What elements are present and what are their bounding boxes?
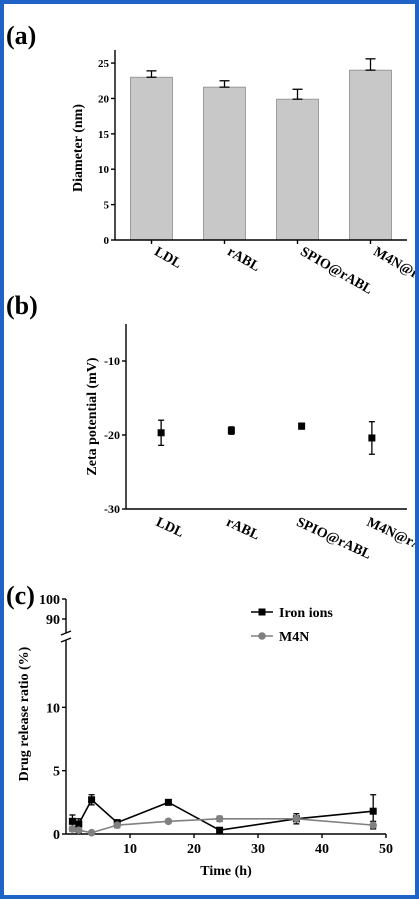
- y-axis-title-c: Drug release ratio (%): [17, 646, 32, 781]
- series-0-point-4: [164, 798, 172, 806]
- series-0-point-5: [216, 826, 224, 834]
- y-tick-label-a-20: 20: [98, 93, 110, 105]
- legend-marker-0: [258, 608, 266, 616]
- panel-b-label: (b): [6, 291, 38, 320]
- x-tick-label-b-M4N@rABL: M4N@rABL: [364, 515, 415, 562]
- x-tick-label-b-LDL: LDL: [153, 515, 185, 541]
- point-M4N@rABL: [368, 434, 376, 442]
- panel-c-label: (c): [6, 581, 35, 610]
- point-SPIO@rABL: [298, 422, 306, 430]
- series-1-point-2: [87, 828, 96, 837]
- y-tick-label-a-10: 10: [98, 164, 110, 176]
- y-tick-label-b--30: -30: [104, 502, 120, 516]
- x-tick-label-a-M4N@rABL: M4N@rABL: [371, 244, 416, 296]
- x-tick-label-c-30: 30: [251, 842, 265, 857]
- axis-break-mark-1: [60, 630, 72, 636]
- y-tick-label-a-0: 0: [104, 235, 110, 247]
- series-0-point-0: [68, 817, 76, 825]
- x-tick-label-c-10: 10: [123, 842, 137, 857]
- y-tick-label-c-5: 5: [53, 765, 60, 780]
- y-tick-label-c-0: 0: [53, 828, 60, 843]
- series-1-point-4: [164, 817, 173, 826]
- x-tick-label-a-rABL: rABL: [225, 244, 263, 274]
- x-tick-label-b-SPIO@rABL: SPIO@rABL: [294, 515, 373, 563]
- series-1-point-7: [369, 821, 378, 829]
- y-tick-label-a-25: 25: [98, 58, 110, 70]
- y-tick-label-c-90: 90: [46, 613, 60, 628]
- y-tick-label-b--20: -20: [104, 428, 120, 442]
- y-tick-label-c-10: 10: [46, 701, 60, 716]
- legend-label-1: M4N: [279, 630, 309, 645]
- series-0-point-2: [88, 796, 96, 804]
- series-0-point-7: [369, 807, 377, 815]
- y-tick-label-a-5: 5: [104, 200, 110, 212]
- y-axis-title-b: Zeta potential (mV): [85, 357, 100, 476]
- x-tick-label-c-20: 20: [187, 842, 201, 857]
- series-1-point-6: [292, 815, 301, 823]
- x-tick-label-c-50: 50: [379, 842, 393, 857]
- series-1-point-3: [113, 821, 121, 829]
- series-0-point-1: [75, 820, 83, 828]
- legend-label-0: Iron ions: [279, 606, 333, 621]
- bar-LDL: [130, 76, 173, 241]
- y-tick-label-b--10: -10: [104, 354, 120, 368]
- bar-M4N@rABL: [349, 69, 392, 241]
- series-1-point-5: [215, 815, 224, 823]
- panel-a-label: (a): [6, 21, 36, 50]
- x-tick-label-a-LDL: LDL: [152, 244, 184, 271]
- point-LDL: [157, 429, 165, 437]
- y-axis-title-a: Diameter (nm): [71, 104, 86, 192]
- bar-rABL: [203, 86, 246, 241]
- x-tick-label-b-rABL: rABL: [224, 515, 262, 543]
- series-1-point-1: [75, 826, 83, 834]
- series-line-iron-ions: [72, 798, 374, 832]
- x-tick-label-a-SPIO@rABL: SPIO@rABL: [298, 244, 375, 297]
- x-tick-label-c-40: 40: [315, 842, 329, 857]
- y-tick-label-a-15: 15: [98, 129, 110, 141]
- bar-SPIO@rABL: [276, 98, 319, 241]
- point-rABL: [227, 427, 235, 435]
- figure-svg: (a) (b) (c) LDL rABL SPIO@rABLM4N@rABL0510…: [6, 21, 419, 879]
- x-axis-title-c: Time (h): [200, 864, 252, 879]
- legend-marker-1: [258, 632, 266, 640]
- series-1-point-0: [68, 825, 77, 833]
- axis-break-mark-2: [60, 637, 72, 643]
- y-tick-label-c-100: 100: [39, 593, 60, 608]
